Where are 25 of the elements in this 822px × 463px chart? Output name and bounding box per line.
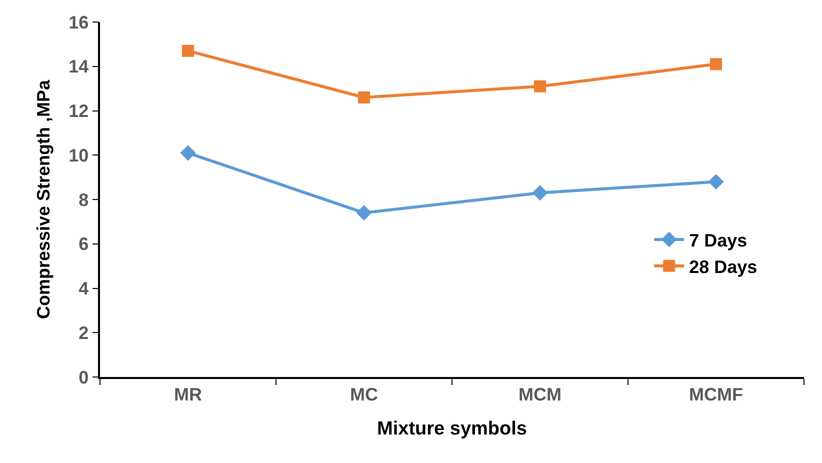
- y-tick-label: 6: [78, 234, 89, 254]
- y-axis-title: Compressive Strength ,MPa: [33, 78, 54, 320]
- legend-label: 28 Days: [689, 256, 758, 277]
- x-tick-label: MCMF: [689, 384, 743, 404]
- point: [708, 174, 724, 190]
- x-axis-title: Mixture symbols: [377, 418, 527, 440]
- x-tick-label: MC: [350, 384, 378, 404]
- y-tick-label: 14: [68, 56, 89, 77]
- point: [180, 145, 196, 161]
- point: [356, 205, 372, 221]
- x-tick-label: MCM: [518, 384, 562, 404]
- y-tick-label: 10: [68, 145, 89, 166]
- point: [534, 80, 546, 92]
- point: [710, 58, 722, 70]
- y-tick-label: 16: [68, 12, 89, 32]
- y-tick-label: 4: [78, 278, 89, 299]
- legend-label: 7 Days: [689, 230, 748, 250]
- y-tick-label: 2: [78, 322, 89, 343]
- point: [182, 44, 194, 57]
- point: [358, 91, 370, 104]
- y-tick-label: 8: [78, 190, 89, 210]
- y-tick-label: 12: [68, 101, 89, 122]
- x-tick-label: MR: [174, 384, 202, 404]
- point: [532, 185, 548, 201]
- y-tick-label: 0: [78, 367, 89, 388]
